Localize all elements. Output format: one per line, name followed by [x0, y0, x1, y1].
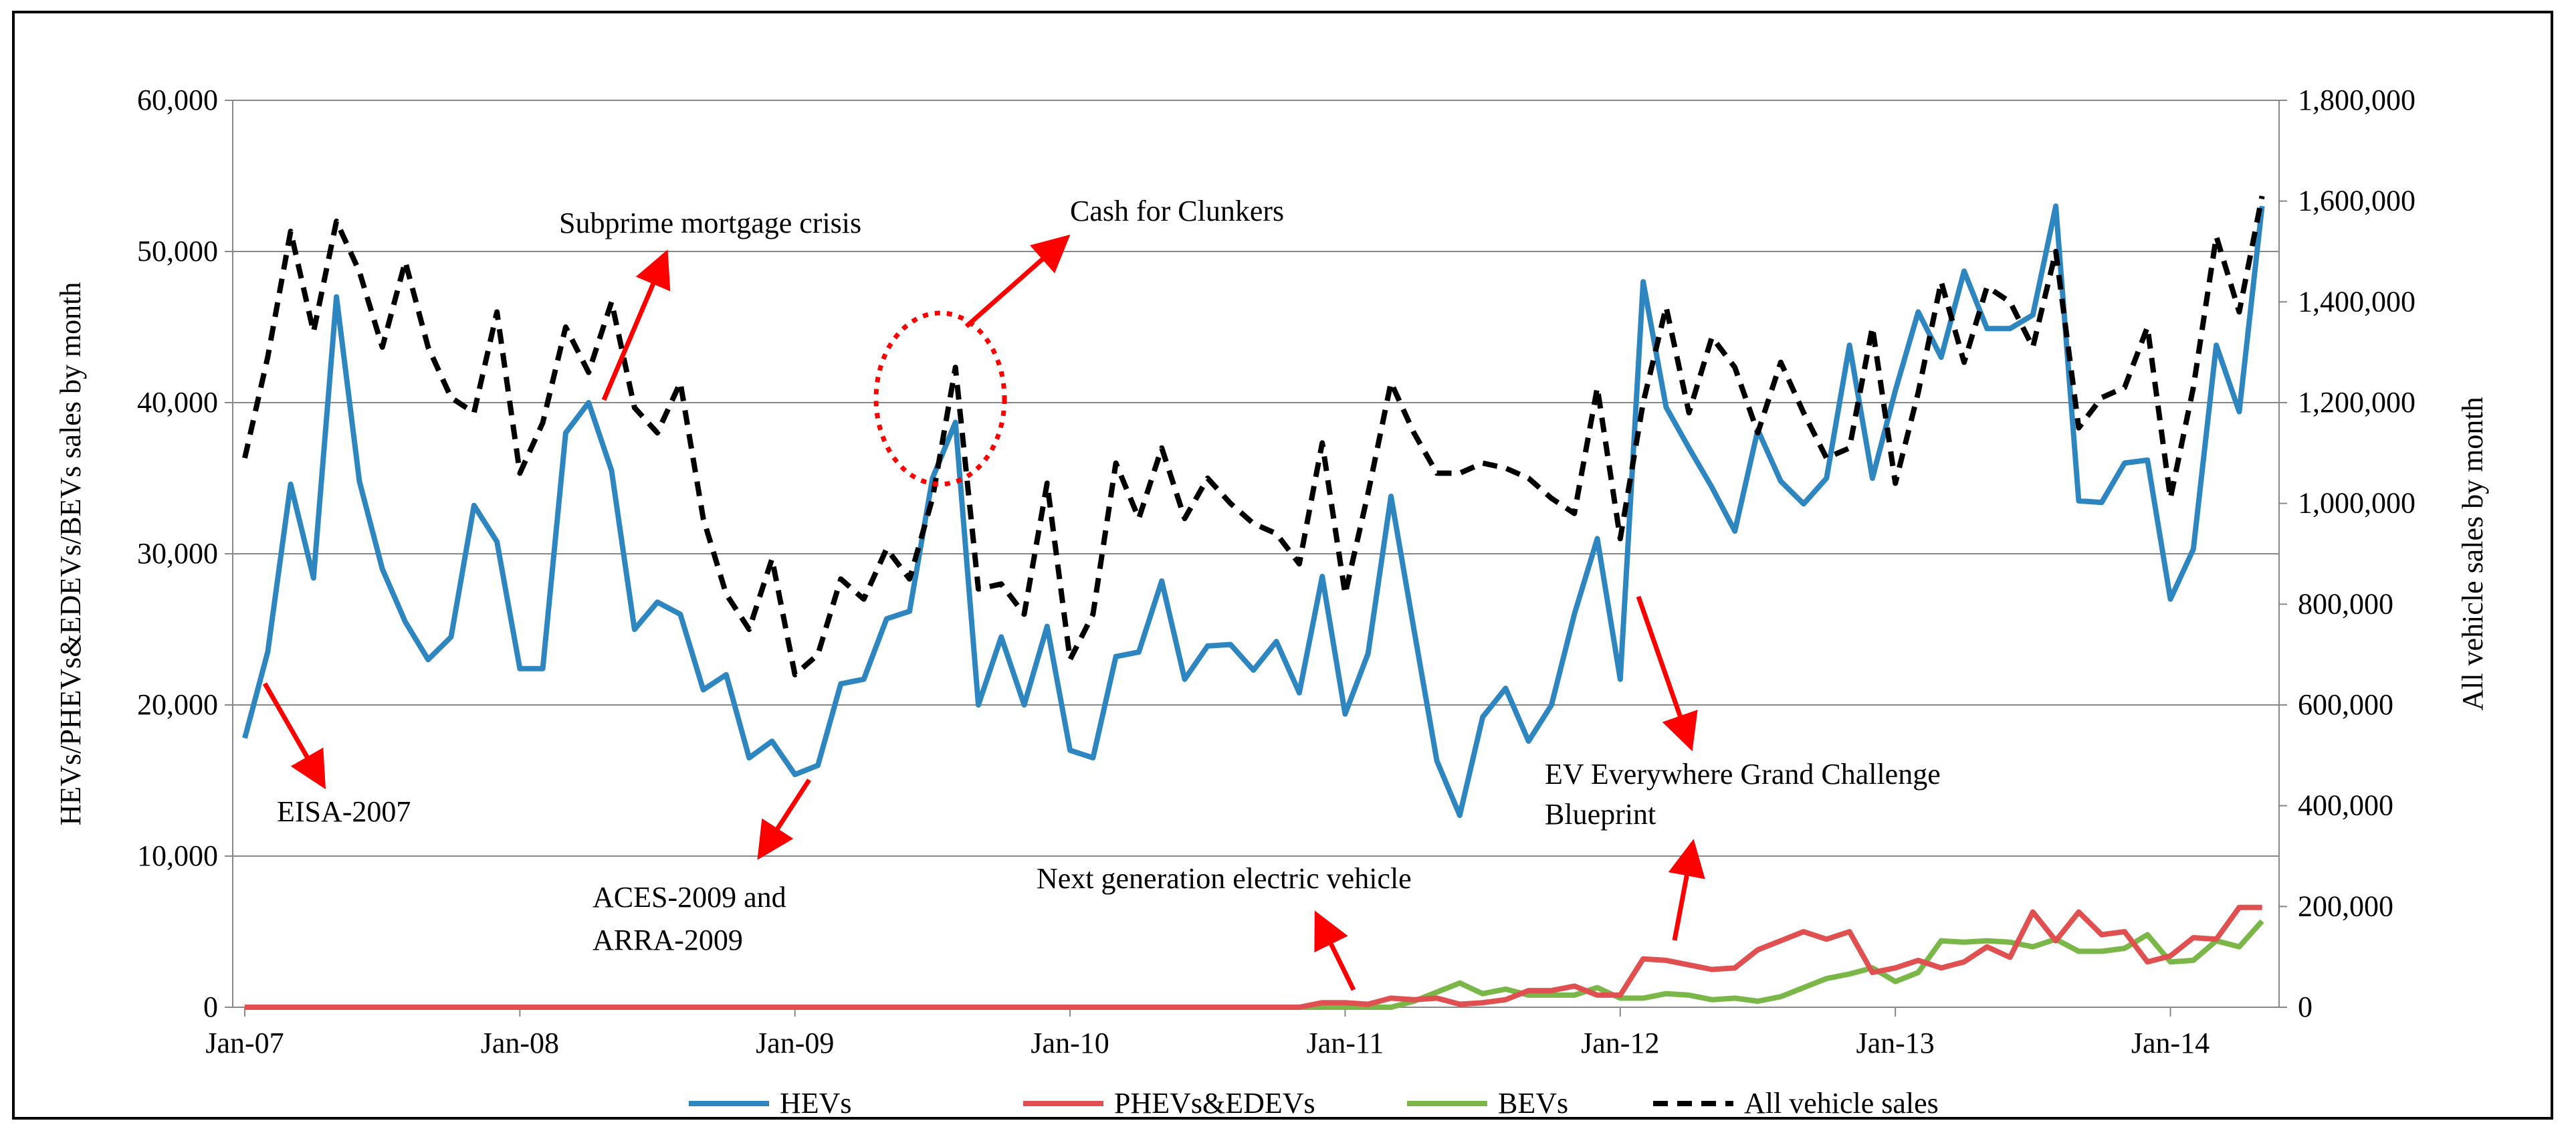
right-tick-label: 1,800,000 [2298, 84, 2416, 116]
x-tick-label: Jan-14 [2131, 1027, 2210, 1059]
left-tick-label: 30,000 [137, 537, 218, 570]
legend-label: All vehicle sales [1744, 1087, 1939, 1120]
x-tick-label: Jan-13 [1856, 1027, 1935, 1059]
left-axis-title: HEVs/PHEVs&EDEVs/BEVs sales by month [54, 282, 87, 826]
x-tick-label: Jan-09 [756, 1027, 834, 1059]
legend: HEVs PHEVs&EDEVs BEVs All vehicle sales [689, 1087, 1939, 1120]
x-tick-label: Jan-12 [1581, 1027, 1659, 1059]
left-tick-label: 0 [203, 991, 218, 1023]
cash-for-clunkers-circle [873, 310, 1007, 487]
right-tick-label: 600,000 [2298, 688, 2393, 721]
x-tick-label: Jan-11 [1307, 1027, 1384, 1059]
annotation-ev-everywhere: EV Everywhere Grand Challenge [1545, 758, 1941, 791]
series-line-phevs-edevs [245, 904, 2262, 1010]
left-tick-label: 60,000 [137, 84, 218, 116]
annotation-aces: ACES-2009 and [593, 881, 786, 914]
left-tick-label: 50,000 [137, 235, 218, 268]
right-tick-label: 400,000 [2298, 789, 2393, 822]
annotation-cash-for-clunkers: Cash for Clunkers [1070, 195, 1284, 227]
x-tick-label: Jan-07 [205, 1027, 284, 1059]
left-tick-label: 40,000 [137, 386, 218, 419]
right-tick-label: 1,400,000 [2298, 285, 2416, 318]
chart-frame [12, 11, 2553, 1120]
annotation-blueprint: Blueprint [1545, 798, 1656, 831]
arrow-next-gen [1314, 910, 1356, 991]
right-tick-label: 1,200,000 [2298, 386, 2416, 419]
arrow-ev-everywhere-down [1636, 595, 1698, 752]
right-tick-label: 1,000,000 [2298, 487, 2416, 520]
x-tick-label: Jan-10 [1031, 1027, 1109, 1059]
arrow-subprime [601, 249, 671, 401]
right-axis-title: All vehicle sales by month [2456, 397, 2489, 710]
series [242, 195, 2265, 1010]
annotation-subprime: Subprime mortgage crisis [559, 207, 861, 239]
arrow-eisa [262, 682, 326, 790]
right-tick-label: 200,000 [2298, 890, 2393, 922]
arrow-cash-for-clunkers [964, 234, 1071, 328]
left-tick-label: 10,000 [137, 839, 218, 872]
left-tick-label: 20,000 [137, 688, 218, 721]
annotation-eisa: EISA-2007 [277, 795, 411, 828]
legend-label: HEVs [780, 1087, 852, 1120]
right-tick-label: 0 [2298, 991, 2313, 1023]
arrow-ev-everywhere-up [1668, 839, 1705, 941]
legend-label: BEVs [1498, 1087, 1568, 1120]
series-line-hevs [242, 203, 2265, 818]
x-tick-label: Jan-08 [481, 1027, 559, 1059]
arrow-aces [757, 779, 811, 860]
annotations: Subprime mortgage crisis Cash for Clunker… [262, 195, 1941, 991]
right-tick-label: 800,000 [2298, 587, 2393, 620]
axes: 0 10,000 20,000 30,000 40,000 50,000 60,000 0 20… [54, 84, 2489, 1059]
annotation-arra: ARRA-2009 [593, 924, 743, 956]
annotation-next-gen: Next generation electric vehicle [1037, 862, 1412, 895]
right-tick-label: 1,600,000 [2298, 185, 2416, 217]
legend-label: PHEVs&EDEVs [1114, 1087, 1315, 1120]
